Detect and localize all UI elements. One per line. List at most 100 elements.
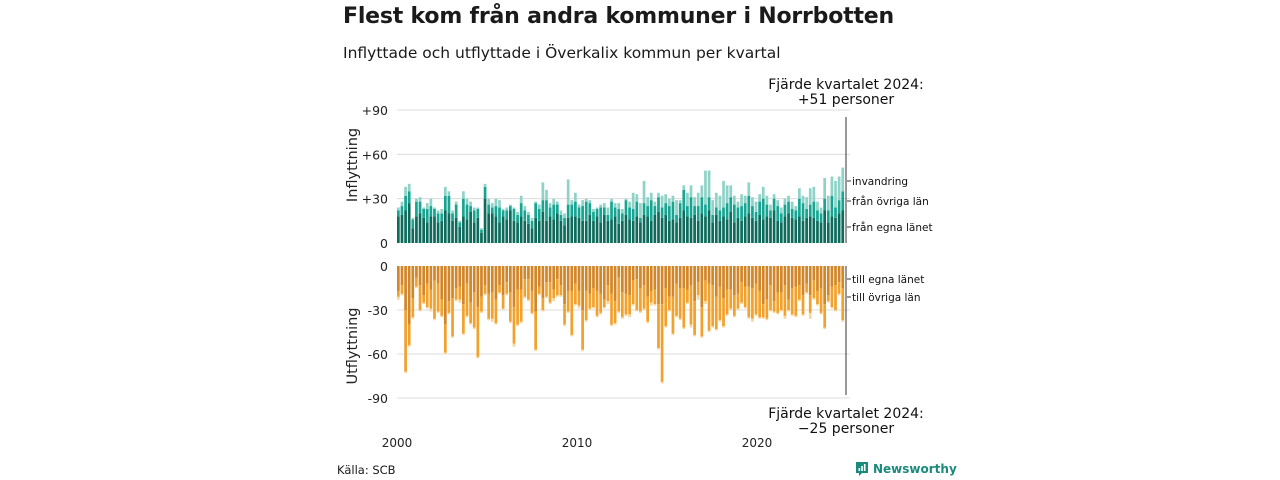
bar-inflow-other-county: [422, 209, 425, 218]
bar-inflow-immigration: [678, 200, 682, 204]
bar-outflow-own-county: [476, 266, 480, 308]
bar-outflow-other-county: [657, 304, 660, 349]
legend-label: invandring: [852, 176, 908, 188]
bar-inflow-other-county: [501, 210, 505, 217]
bar-outflow-emigration: [570, 334, 574, 337]
bar-outflow-own-county: [667, 266, 671, 297]
bar-outflow-own-county: [628, 266, 631, 296]
bar-outflow-other-county: [816, 290, 819, 305]
bar-outflow-own-county: [404, 266, 407, 310]
bar-inflow-immigration: [465, 198, 469, 205]
bar-outflow-other-county: [422, 295, 425, 303]
bar-outflow-emigration: [472, 327, 476, 330]
bar-inflow-own-county: [447, 213, 451, 243]
bar-inflow-immigration: [696, 192, 700, 207]
bar-outflow-emigration: [700, 336, 704, 338]
bar-outflow-other-county: [707, 283, 711, 331]
bar-inflow-other-county: [458, 222, 462, 227]
axis-labels: +90 +60 +30 0 0 -30 -60 -90 Inflyttning Utflyttni…: [345, 77, 933, 450]
bar-outflow-other-county: [490, 292, 494, 319]
bar-inflow-other-county: [552, 204, 556, 220]
bar-inflow-immigration: [574, 192, 577, 202]
bar-inflow-immigration: [617, 203, 621, 210]
bar-inflow-immigration: [704, 170, 707, 205]
bar-inflow-other-county: [534, 203, 537, 218]
bar-outflow-own-county: [505, 266, 509, 283]
bar-outflow-own-county: [678, 266, 682, 288]
bar-inflow-own-county: [436, 222, 440, 243]
bar-outflow-other-county: [758, 290, 761, 318]
bar-outflow-other-county: [537, 286, 541, 294]
bar-inflow-own-county: [678, 217, 682, 243]
brand-logo[interactable]: Newsworthy: [855, 461, 957, 477]
bar-inflow-immigration: [787, 195, 790, 202]
bar-inflow-own-county: [454, 217, 458, 243]
bar-outflow-own-county: [736, 266, 740, 294]
bar-outflow-other-county: [751, 288, 754, 319]
bar-inflow-immigration: [671, 195, 675, 202]
bar-outflow-emigration: [523, 296, 527, 299]
bar-inflow-other-county: [566, 204, 570, 218]
bar-outflow-own-county: [570, 266, 574, 291]
bar-outflow-own-county: [490, 266, 494, 293]
bar-outflow-own-county: [454, 266, 458, 288]
bar-inflow-immigration: [454, 201, 458, 205]
bar-outflow-own-county: [808, 266, 812, 296]
bar-outflow-emigration: [722, 326, 725, 328]
bar-inflow-own-county: [606, 220, 610, 243]
bar-outflow-emigration: [826, 301, 830, 303]
bar-inflow-other-county: [631, 209, 635, 221]
bar-outflow-emigration: [584, 320, 588, 322]
bar-inflow-immigration: [505, 207, 509, 211]
bar-outflow-emigration: [574, 304, 577, 306]
bar-inflow-own-county: [711, 222, 715, 243]
bar-inflow-immigration: [534, 201, 537, 204]
bar-inflow-other-county: [505, 210, 509, 220]
bar-outflow-other-county: [743, 286, 747, 308]
bar-outflow-emigration: [725, 314, 729, 316]
y-tick-label: +60: [362, 147, 388, 162]
bar-inflow-own-county: [816, 220, 819, 243]
newsworthy-logo-icon: [856, 462, 868, 476]
bar-inflow-own-county: [490, 213, 494, 243]
bar-inflow-other-county: [675, 214, 678, 223]
bar-inflow-own-county: [747, 213, 751, 243]
bar-inflow-other-county: [407, 191, 411, 204]
bar-inflow-other-county: [397, 210, 400, 217]
bar-inflow-immigration: [599, 204, 603, 208]
bar-outflow-other-county: [722, 298, 725, 327]
gridlines: [397, 109, 850, 399]
bar-outflow-own-county: [483, 266, 487, 286]
y-tick-label: +90: [362, 103, 388, 118]
bar-outflow-emigration: [447, 312, 451, 315]
bar-outflow-other-county: [779, 292, 783, 310]
bar-outflow-own-county: [501, 266, 505, 296]
bar-inflow-own-county: [610, 219, 613, 243]
bar-inflow-immigration: [639, 203, 642, 218]
bar-inflow-own-county: [613, 216, 617, 243]
bar-outflow-emigration: [761, 317, 765, 319]
bar-inflow-own-county: [826, 222, 830, 243]
bar-outflow-emigration: [682, 327, 686, 330]
bar-inflow-immigration: [769, 204, 772, 211]
bar-outflow-emigration: [823, 327, 827, 330]
bar-inflow-own-county: [696, 220, 700, 243]
bar-inflow-immigration: [418, 197, 422, 202]
bar-outflow-emigration: [613, 323, 617, 325]
bar-outflow-emigration: [440, 315, 444, 318]
bar-inflow-own-county: [758, 214, 761, 243]
bar-outflow-emigration: [404, 371, 407, 374]
bar-outflow-emigration: [458, 299, 462, 303]
bar-outflow-other-county: [823, 304, 827, 328]
bar-inflow-other-county: [743, 203, 747, 217]
bar-outflow-other-county: [429, 289, 433, 309]
bar-inflow-immigration: [801, 195, 805, 204]
bar-outflow-other-county: [566, 290, 570, 312]
legend-label: till övriga län: [852, 292, 921, 304]
bar-inflow-immigration: [613, 203, 617, 208]
bar-inflow-immigration: [602, 203, 606, 208]
bar-inflow-immigration: [682, 185, 686, 190]
bar-outflow-own-county: [530, 266, 534, 291]
bar-inflow-immigration: [595, 207, 599, 210]
bar-outflow-own-county: [790, 266, 794, 288]
